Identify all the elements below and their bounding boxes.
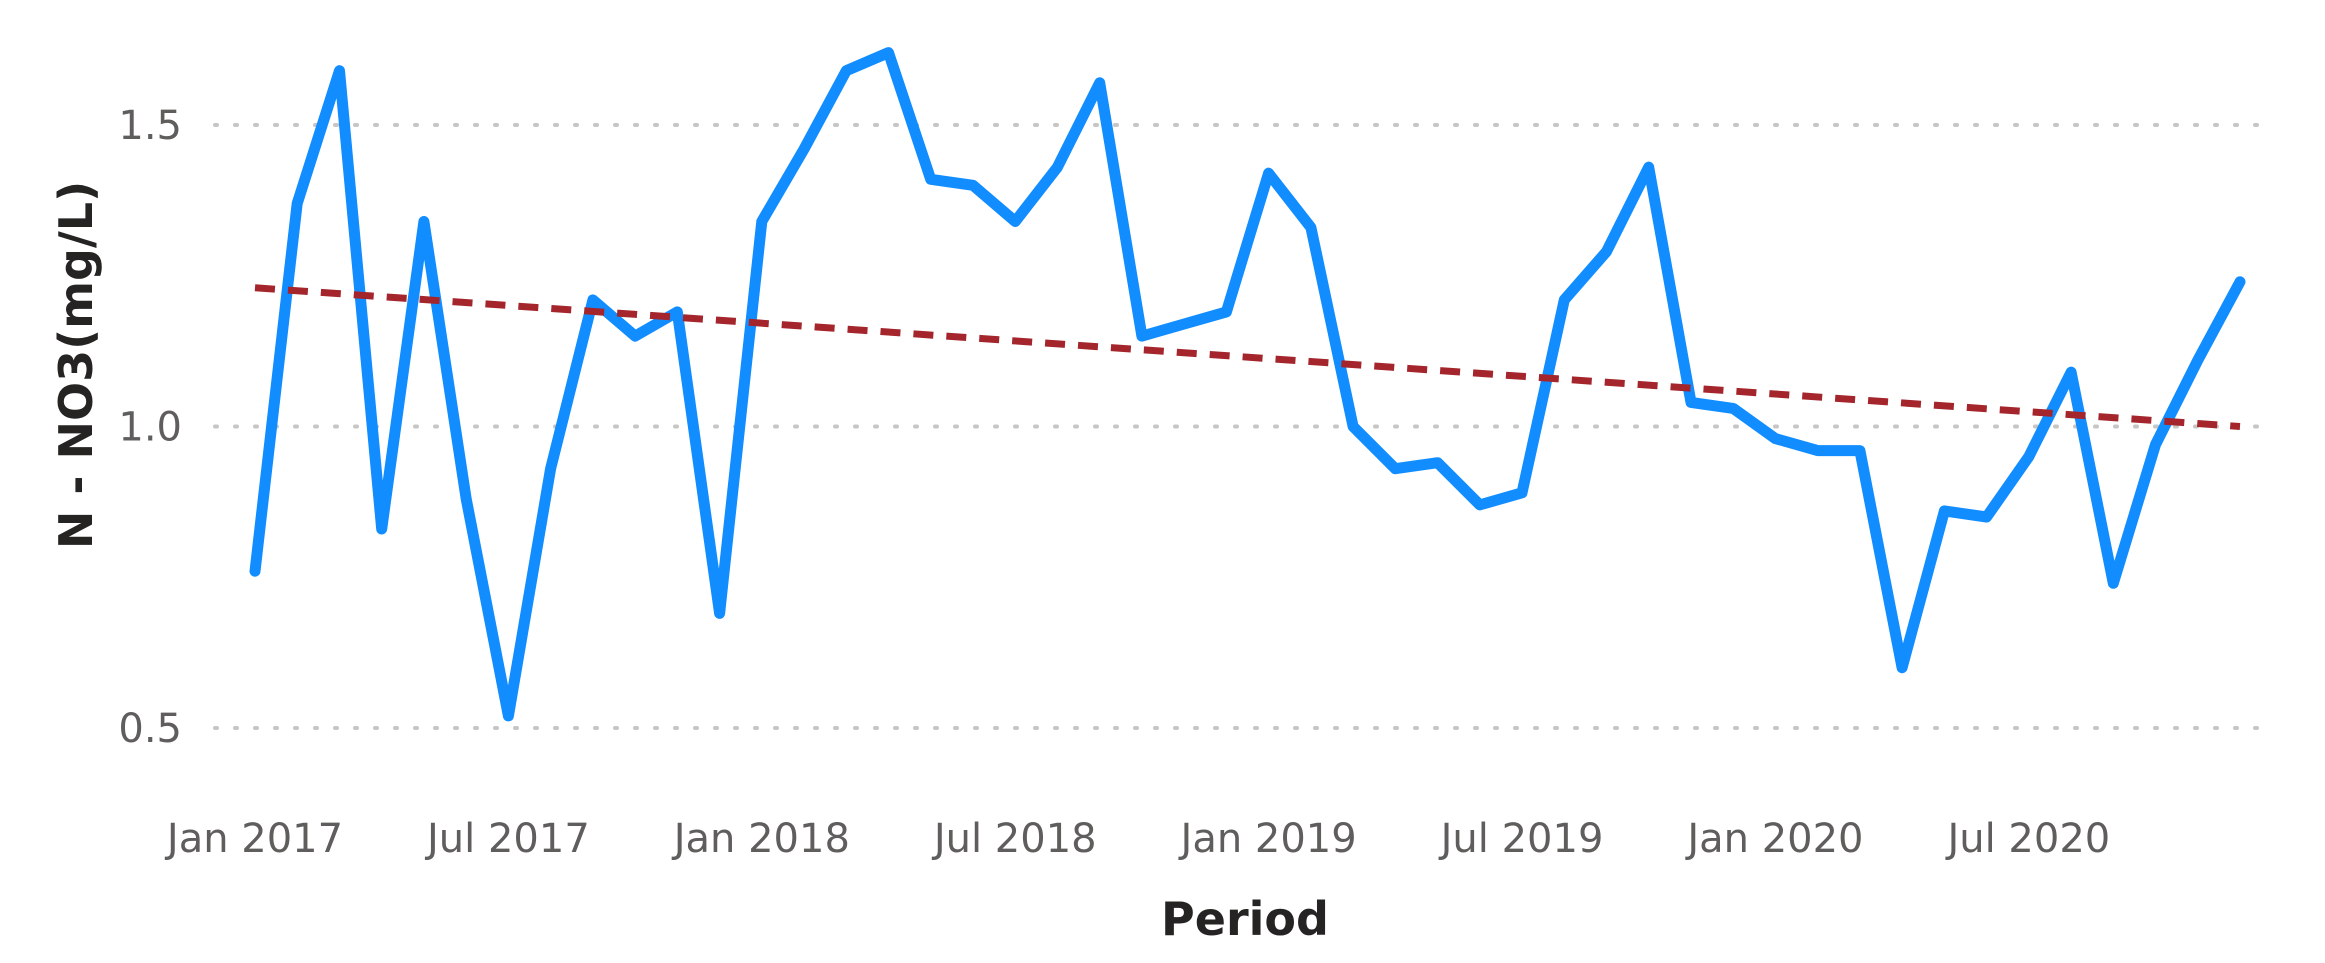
y-axis-title: N - NO3(mg/L) — [49, 181, 103, 549]
x-tick-label: Jan 2018 — [671, 816, 850, 862]
series-line-0 — [249, 47, 2246, 722]
y-tick-label: 1.5 — [118, 103, 182, 149]
x-tick-label: Jul 2017 — [424, 816, 590, 862]
x-tick-label: Jan 2017 — [164, 816, 343, 862]
y-axis-ticks: 0.5 1.0 1.5 — [118, 103, 182, 752]
x-tick-label: Jul 2020 — [1944, 816, 2110, 862]
x-tick-label: Jul 2019 — [1438, 816, 1604, 862]
x-tick-label: Jul 2018 — [931, 816, 1097, 862]
x-tick-label: Jan 2020 — [1684, 816, 1863, 862]
series-lines — [249, 47, 2246, 722]
y-tick-label: 1.0 — [118, 405, 182, 451]
x-axis-ticks: Jan 2017 Jul 2017 Jan 2018 Jul 2018 Jan 2019… — [164, 816, 2110, 862]
trend-line — [254, 284, 2241, 430]
x-tick-label: Jan 2019 — [1178, 816, 1357, 862]
y-tick-label: 0.5 — [118, 706, 182, 752]
x-axis-title: Period — [1161, 892, 1329, 946]
